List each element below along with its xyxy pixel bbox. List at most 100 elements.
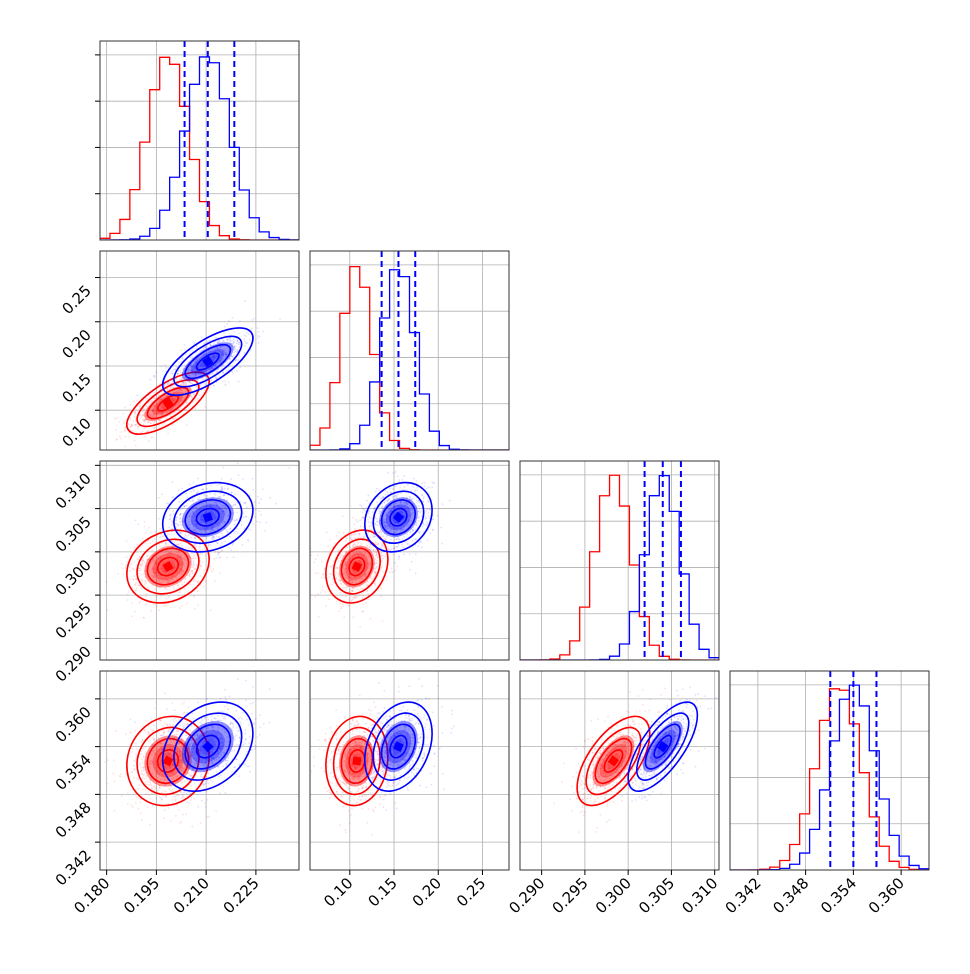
- sample-point: [200, 565, 202, 567]
- sample-point: [213, 537, 215, 539]
- sample-point: [194, 407, 196, 409]
- sample-point: [231, 750, 233, 752]
- sample-point: [414, 491, 416, 493]
- sample-point: [374, 581, 376, 583]
- sample-point: [182, 793, 184, 795]
- sample-point: [168, 533, 170, 535]
- sample-point: [190, 799, 192, 801]
- sample-point: [165, 544, 167, 546]
- sample-point: [360, 537, 362, 539]
- sample-point: [239, 342, 241, 344]
- sample-point: [178, 809, 180, 811]
- sample-point: [380, 533, 382, 535]
- sample-point: [163, 545, 165, 547]
- sample-point: [185, 724, 187, 726]
- sample-point: [133, 768, 135, 770]
- sample-point: [135, 412, 137, 414]
- sample-point: [194, 578, 196, 580]
- sample-point: [169, 508, 171, 510]
- sample-point: [219, 572, 221, 574]
- sample-point: [215, 810, 217, 812]
- sample-point: [398, 538, 400, 540]
- sample-point: [135, 802, 137, 804]
- sample-point: [257, 496, 259, 498]
- sample-point: [407, 484, 409, 486]
- sample-point: [189, 395, 191, 397]
- sample-point: [143, 573, 145, 575]
- sample-point: [405, 541, 407, 543]
- sample-point: [345, 588, 347, 590]
- sample-point: [184, 506, 186, 508]
- sample-point: [322, 589, 324, 591]
- sample-point: [245, 763, 247, 765]
- sample-point: [219, 484, 221, 486]
- sample-point: [163, 605, 165, 607]
- sample-point: [84, 441, 86, 443]
- sample-point: [167, 544, 169, 546]
- sample-point: [348, 600, 350, 602]
- sample-point: [114, 781, 116, 783]
- sample-point: [152, 737, 154, 739]
- sample-point: [129, 566, 131, 568]
- sample-point: [221, 532, 223, 534]
- sample-point: [136, 399, 138, 401]
- sample-point: [174, 412, 176, 414]
- sample-point: [235, 531, 237, 533]
- sample-point: [428, 486, 430, 488]
- sample-point: [141, 819, 143, 821]
- sample-point: [391, 571, 393, 573]
- sample-point: [149, 542, 151, 544]
- sample-point: [221, 542, 223, 544]
- sample-point: [169, 729, 171, 731]
- sample-point: [133, 416, 135, 418]
- sample-point: [389, 488, 391, 490]
- sample-point: [124, 429, 126, 431]
- sample-point: [358, 589, 360, 591]
- sample-point: [421, 515, 423, 517]
- sample-point: [131, 615, 133, 617]
- sample-point: [169, 725, 171, 727]
- sample-point: [155, 396, 157, 398]
- sample-point: [192, 572, 194, 574]
- sample-point: [200, 553, 202, 555]
- sample-point: [375, 542, 377, 544]
- sample-point: [424, 485, 426, 487]
- sample-point: [154, 538, 156, 540]
- sample-point: [162, 424, 164, 426]
- sample-point: [335, 572, 337, 574]
- sample-point: [370, 618, 372, 620]
- sample-point: [442, 503, 444, 505]
- sample-point: [204, 384, 206, 386]
- sample-point: [149, 740, 151, 742]
- sample-point: [171, 406, 173, 408]
- sample-point: [144, 583, 146, 585]
- sample-point: [362, 610, 364, 612]
- sample-point: [210, 544, 212, 546]
- sample-point: [357, 521, 359, 523]
- sample-point: [227, 362, 229, 364]
- sample-point: [428, 501, 430, 503]
- sample-point: [242, 478, 244, 480]
- sample-point: [191, 552, 193, 554]
- sample-point: [239, 344, 241, 346]
- sample-point: [166, 417, 168, 419]
- sample-point: [432, 529, 434, 531]
- sample-point: [164, 722, 166, 724]
- sample-point: [352, 616, 354, 618]
- sample-point: [163, 731, 165, 733]
- sample-point: [380, 596, 382, 598]
- sample-point: [397, 546, 399, 548]
- sample-point: [131, 751, 133, 753]
- sample-point: [171, 379, 173, 381]
- sample-point: [224, 696, 226, 698]
- sample-point: [392, 495, 394, 497]
- sample-point: [228, 381, 230, 383]
- sample-point: [130, 551, 132, 553]
- sample-point: [172, 481, 174, 483]
- sample-point: [169, 386, 171, 388]
- histogram-panel-1: [310, 251, 509, 450]
- sample-point: [161, 365, 163, 367]
- sample-point: [191, 566, 193, 568]
- sample-point: [118, 421, 120, 423]
- sample-point: [355, 534, 357, 536]
